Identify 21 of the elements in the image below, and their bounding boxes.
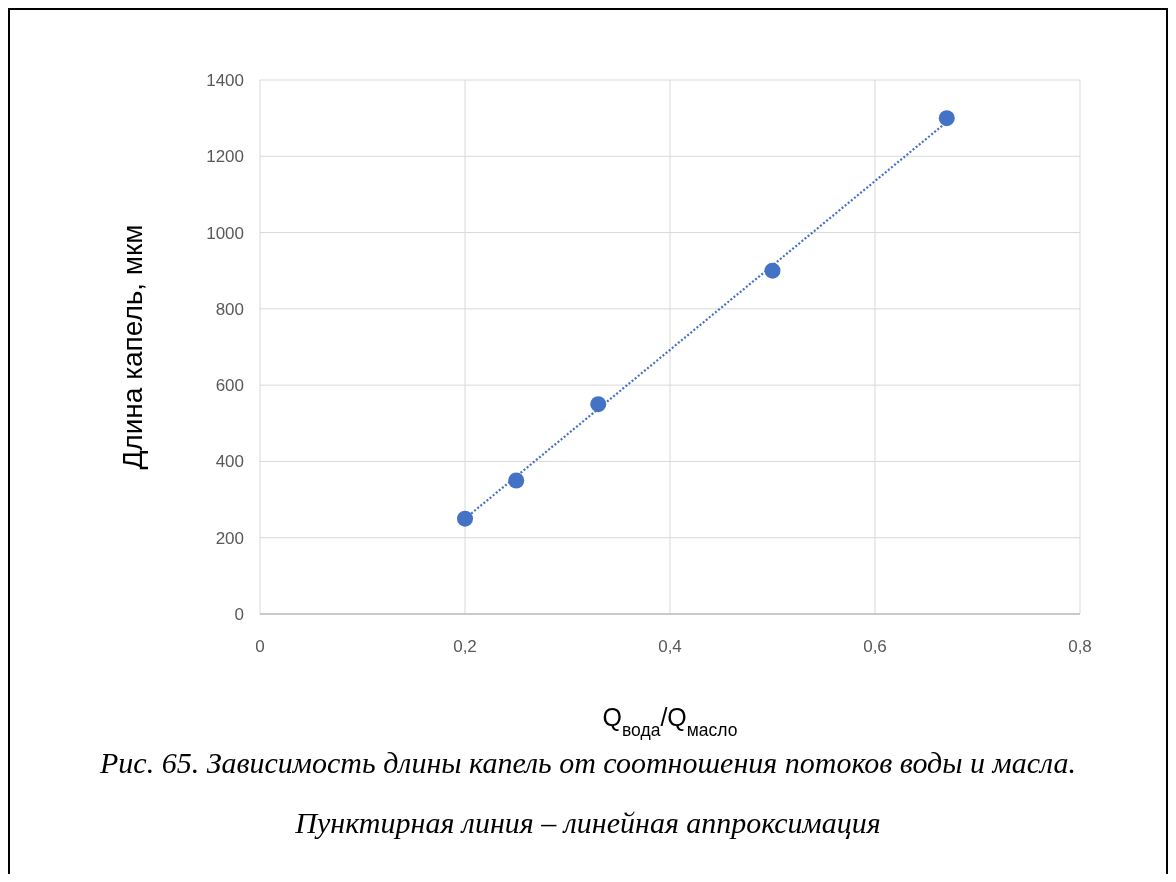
x-tick-label: 0,4 (658, 637, 682, 656)
y-tick-label: 0 (234, 604, 244, 624)
x-tick-label: 0 (255, 637, 265, 656)
point (764, 262, 781, 279)
point (590, 396, 607, 413)
y-tick-label: 1000 (206, 223, 244, 243)
x-axis-title: Q$_{вода}$/Q$_{масло}$ (602, 703, 738, 740)
text: Рис. 65. Зависимость длины капель от соотношения потоков воды и масла. Пунктирная линия – линейная аппроксимация (100, 746, 1076, 839)
x-tick-label: 0,8 (1068, 637, 1092, 656)
point (457, 510, 473, 527)
point (938, 110, 955, 127)
y-tick-label: 400 (215, 452, 244, 472)
point (508, 472, 525, 489)
y-tick-label: 1400 (206, 70, 244, 90)
x-tick-label: 0,2 (453, 637, 477, 656)
y-axis-title: Длина капель, мкм (117, 224, 148, 470)
y-tick-label: 800 (215, 299, 244, 319)
y-tick-label: 600 (215, 376, 244, 396)
y-tick-label: 1200 (206, 147, 244, 167)
y-tick-label: 200 (215, 528, 244, 548)
x-tick-label: 0,6 (863, 637, 887, 656)
